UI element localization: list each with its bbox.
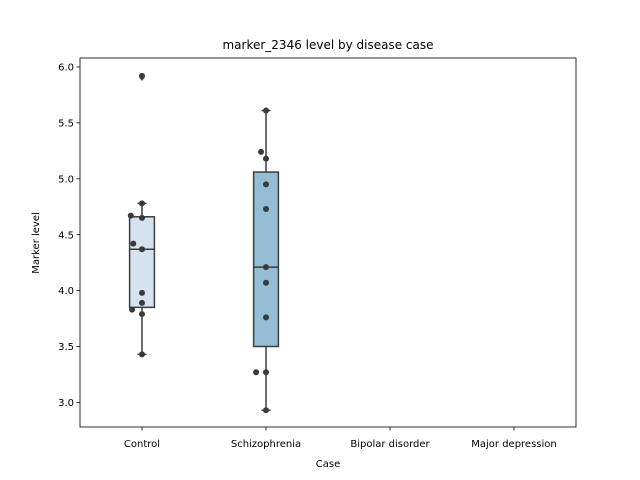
x-tick-label: Schizophrenia: [231, 439, 301, 450]
y-tick-label: 5.5: [58, 118, 74, 129]
data-point: [139, 246, 145, 253]
y-tick-label: 6.0: [58, 63, 74, 74]
y-tick-label: 3.5: [58, 342, 74, 353]
plot-area: [127, 72, 280, 414]
data-point: [263, 181, 269, 188]
y-tick-label: 4.5: [58, 230, 74, 241]
data-point: [139, 299, 145, 306]
data-point: [263, 107, 269, 114]
data-point: [263, 407, 269, 414]
y-axis-label: Marker level: [31, 212, 42, 274]
data-point: [258, 148, 265, 155]
data-point: [130, 240, 137, 247]
data-point: [253, 369, 260, 376]
data-point: [263, 264, 269, 271]
data-point: [263, 369, 269, 376]
data-point: [139, 214, 145, 221]
data-point: [263, 314, 269, 321]
x-axis-label: Case: [316, 459, 340, 470]
y-tick-label: 5.0: [58, 174, 74, 185]
data-point: [139, 289, 145, 296]
data-point: [263, 279, 269, 286]
box-group-schizophrenia: [252, 107, 280, 414]
data-point: [127, 212, 134, 219]
data-point: [139, 311, 145, 318]
y-tick-label: 3.0: [58, 398, 74, 409]
x-tick-label: Control: [124, 439, 160, 450]
data-point: [263, 205, 269, 212]
data-point: [139, 200, 145, 207]
box-group-control: [127, 72, 156, 358]
data-point: [139, 72, 145, 79]
x-tick-label: Major depression: [471, 439, 557, 450]
plot-frame: [79, 57, 577, 428]
chart-title: marker_2346 level by disease case: [222, 38, 433, 52]
x-tick-label: Bipolar disorder: [350, 439, 430, 450]
data-point: [129, 306, 136, 313]
data-point: [263, 155, 269, 162]
data-point: [139, 351, 145, 358]
y-tick-label: 4.0: [58, 286, 74, 297]
